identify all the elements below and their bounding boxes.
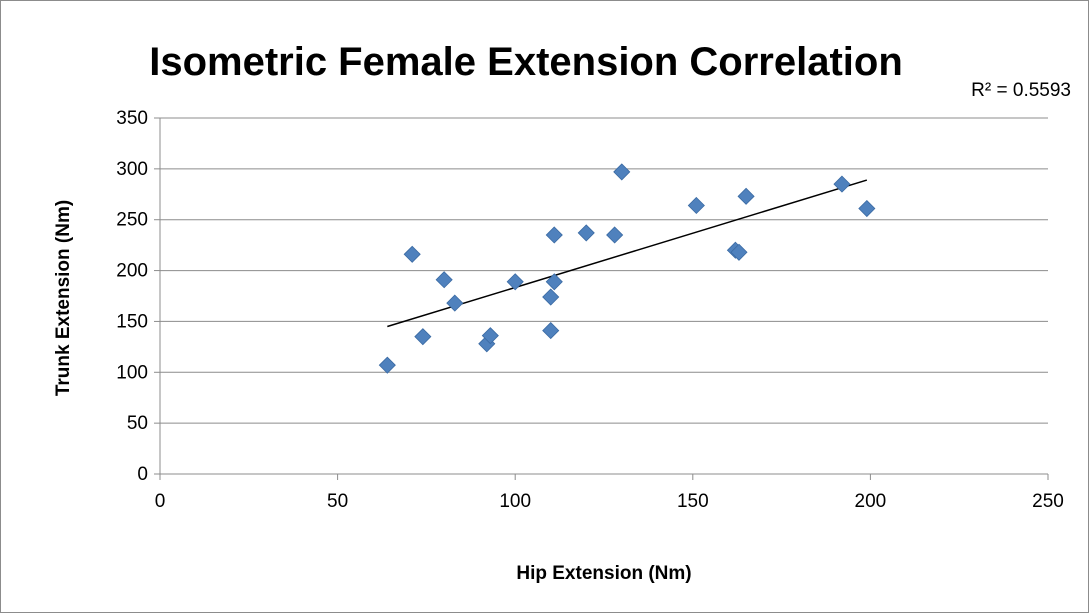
data-point xyxy=(481,327,499,345)
data-point xyxy=(730,243,748,261)
data-point xyxy=(378,356,396,374)
y-tick-label: 0 xyxy=(137,464,148,485)
data-point xyxy=(545,226,563,244)
y-tick-label: 50 xyxy=(127,413,148,434)
y-tick-label: 200 xyxy=(116,261,148,282)
y-tick-label: 100 xyxy=(116,362,148,383)
data-point xyxy=(833,175,851,193)
x-axis-title: Hip Extension (Nm) xyxy=(516,563,691,584)
data-point xyxy=(414,328,432,346)
data-point xyxy=(403,245,421,263)
y-tick-label: 250 xyxy=(116,210,148,231)
axes xyxy=(154,117,1049,480)
trendline xyxy=(387,179,868,328)
data-point xyxy=(606,226,624,244)
x-tick-label: 150 xyxy=(677,491,709,512)
data-point xyxy=(545,273,563,291)
data-point xyxy=(687,196,705,215)
data-point xyxy=(542,288,560,306)
data-point xyxy=(858,199,876,218)
trendline-layer xyxy=(387,179,868,328)
data-point xyxy=(435,271,453,289)
y-tick-label: 150 xyxy=(116,311,148,332)
data-point xyxy=(506,273,524,291)
x-tick-label: 0 xyxy=(155,491,166,512)
x-tick-label: 50 xyxy=(327,491,348,512)
y-tick-label: 350 xyxy=(116,108,148,129)
x-tick-label: 100 xyxy=(499,491,531,512)
data-point xyxy=(542,322,560,340)
x-tick-labels: 0 50 100 150 200 250 xyxy=(155,491,1064,512)
data-point xyxy=(613,163,631,181)
gridlines xyxy=(160,117,1048,424)
data-point xyxy=(577,224,595,242)
x-tick-label: 250 xyxy=(1032,491,1064,512)
y-tick-labels: 0 50 100 150 200 250 300 350 xyxy=(116,108,148,485)
data-points xyxy=(378,163,876,374)
chart-title: Isometric Female Extension Correlation xyxy=(149,40,903,84)
y-axis-title: Trunk Extension (Nm) xyxy=(53,200,74,396)
r-squared-label: R² = 0.5593 xyxy=(971,80,1071,101)
data-point xyxy=(737,187,755,205)
y-tick-label: 300 xyxy=(116,159,148,180)
x-tick-label: 200 xyxy=(855,491,887,512)
data-point xyxy=(446,294,464,312)
